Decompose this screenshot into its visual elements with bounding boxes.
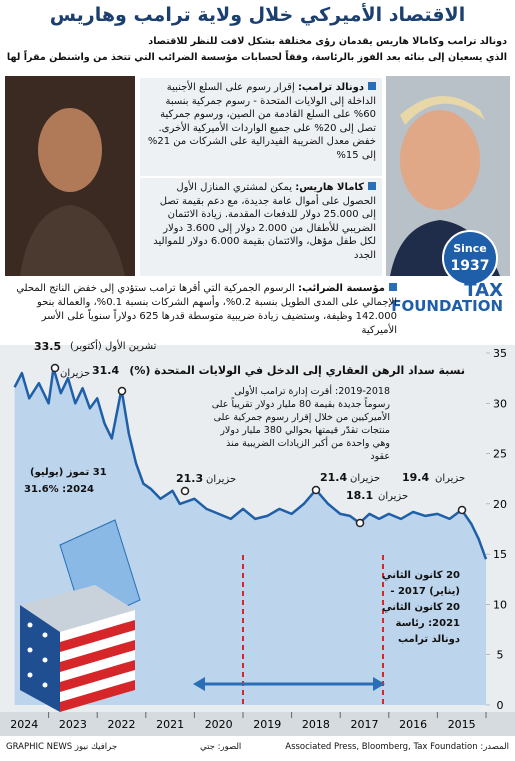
annotation: 33.5 [34, 340, 62, 353]
logo-brand: TAX [464, 280, 503, 301]
tax-foundation-note: مؤسسة الضرائب: الرسوم الجمركية التي أقره… [8, 282, 397, 338]
x-tick-label: 2024 [10, 718, 38, 731]
annotation: 31 تموز (يوليو) [30, 467, 107, 478]
tax-foundation-name: مؤسسة الضرائب: [297, 283, 385, 294]
annotation: 20 كانون الثاني (يناير) 2017 - 20 كانون … [382, 570, 460, 645]
line [13, 366, 488, 560]
highlight-dot [117, 386, 127, 396]
profile-name: دونالد ترامب: [297, 82, 364, 93]
ballot-illustration [20, 519, 141, 712]
annotation: 21.3 [176, 472, 204, 485]
bullet [368, 182, 376, 190]
annotation: 21.4 [320, 471, 348, 484]
bullet [368, 82, 376, 90]
annotation: حزيران [435, 473, 466, 484]
y-tick-label: 10 [493, 598, 507, 611]
footer-source: المصدر: Associated Press, Bloomberg, Tax… [285, 742, 509, 752]
profile-name: كامالا هاريس: [295, 182, 364, 193]
x-tick-label: 2022 [108, 718, 136, 731]
annotation: حزيران [206, 474, 237, 485]
y-tick-label: 20 [493, 498, 507, 511]
trump-face [400, 110, 480, 210]
tax-foundation-text: الرسوم الجمركية التي أقرها ترامب ستؤدي إ… [16, 283, 397, 336]
harris-box: كامالا هاريس: يمكن لمشتري المنازل الأول … [140, 178, 382, 276]
y-tick-label: 15 [493, 548, 507, 561]
logo-badge [442, 230, 498, 286]
y-tick-label: 30 [493, 397, 507, 410]
highlight-dot [180, 486, 190, 496]
y-tick-label: 5 [497, 649, 504, 662]
profile-text: إقرار رسوم على السلع الأجنبية الداخلة إل… [147, 82, 376, 161]
harris-face [38, 108, 102, 192]
x-tick-label: 2023 [59, 718, 87, 731]
annotation: حزيران [60, 368, 91, 379]
highlight-dot [457, 505, 467, 515]
box-side [20, 605, 60, 712]
footer-photos: الصور: جتي [200, 742, 242, 752]
x-tick-label: 2016 [399, 718, 427, 731]
highlight-dot [311, 485, 321, 495]
annotation: تشرين الأول (أكتوبر) [70, 341, 157, 352]
title: الاقتصاد الأميركي خلال ولاية ترامب وهاري… [49, 4, 466, 26]
logo-brand: FOUNDATION [391, 297, 503, 315]
highlight-dot [50, 363, 60, 373]
logo-since: Since [453, 242, 487, 255]
annotation: 2024: 31.6% [24, 484, 95, 495]
highlight-dot [355, 518, 365, 528]
x-tick-label: 2017 [351, 718, 379, 731]
profile-text: يمكن لمشتري المنازل الأول الحصول على أمو… [153, 182, 376, 261]
trump-box: دونالد ترامب: إقرار رسوم على السلع الأجن… [140, 78, 382, 176]
logo-year: 1937 [451, 258, 490, 274]
annotation: 18.1 [346, 489, 374, 502]
annotation: 2019-2018: أقرت إدارة ترامب الأولى رسوما… [211, 386, 390, 462]
box-stars [27, 622, 48, 688]
annotation: حزيران [350, 473, 381, 484]
box-stripes [60, 620, 135, 712]
x-tick-label: 2020 [205, 718, 233, 731]
harris-body [20, 205, 125, 276]
chart-title: نسبة سداد الرهن العقاري إلى الدخل في الو… [129, 364, 465, 377]
x-axis-band [0, 712, 515, 736]
trump-hair [400, 96, 485, 125]
x-tick-label: 2018 [302, 718, 330, 731]
annotation: 31.4 [92, 364, 120, 377]
highlight-dots [50, 363, 467, 528]
y-tick-label: 0 [497, 699, 504, 712]
y-tick-label: 25 [493, 448, 507, 461]
annotation: 19.4 [402, 471, 430, 484]
x-tick-label: 2019 [253, 718, 281, 731]
x-tick-label: 2015 [448, 718, 476, 731]
x-tick-label: 2021 [156, 718, 184, 731]
subtitle: الذي يسعيان إلى بنائه بعد الفوز بالرئاسة… [6, 52, 507, 63]
subtitle: دونالد ترامب وكامالا هاريس يقدمان رؤى مخ… [148, 36, 507, 47]
annotation: حزيران [378, 491, 409, 502]
footer-brand: GRAPHIC NEWS جرافيك نيوز [6, 742, 118, 752]
y-tick-label: 35 [493, 347, 507, 360]
box-top [20, 585, 135, 632]
